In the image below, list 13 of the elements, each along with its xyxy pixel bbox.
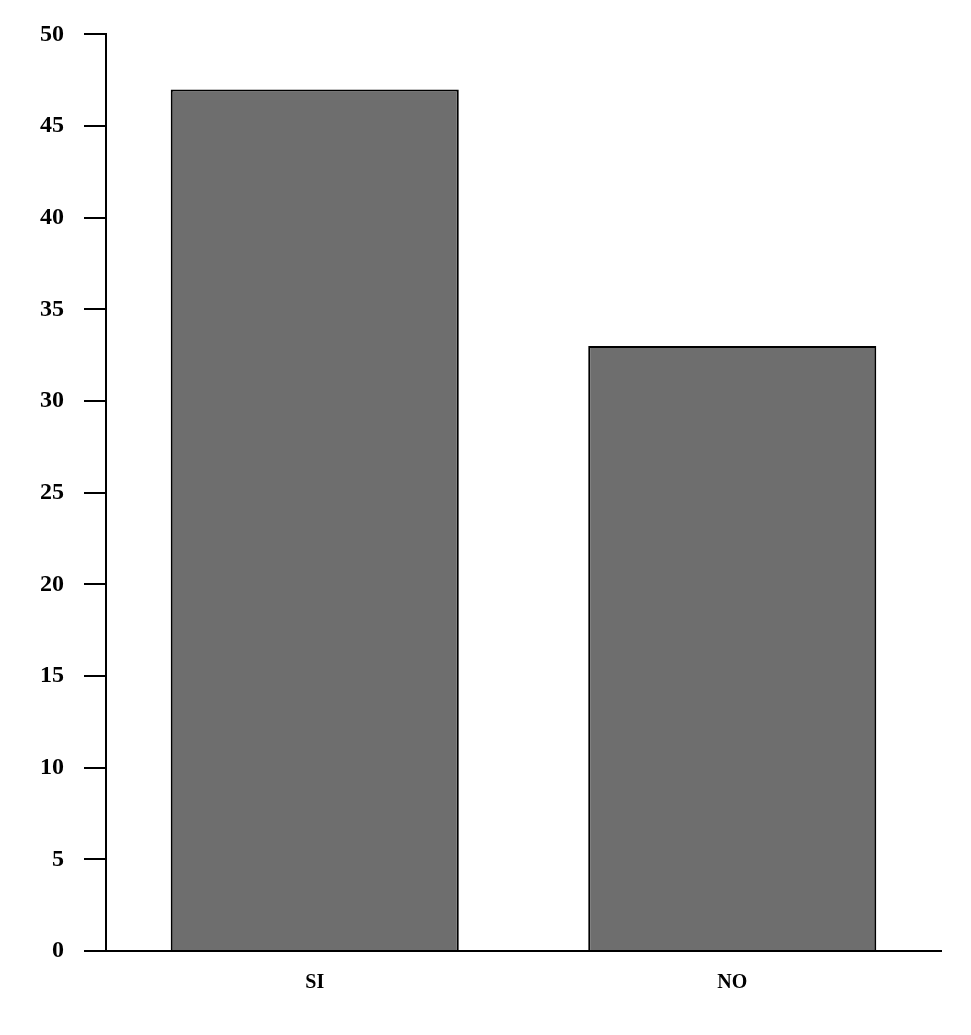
x-tick-label: NO [717, 970, 748, 993]
y-tick-label: 20 [40, 569, 64, 596]
y-tick-label: 40 [40, 202, 64, 229]
y-tick-label: 10 [40, 752, 64, 779]
y-tick-label: 30 [40, 386, 64, 413]
y-tick-label: 5 [52, 844, 64, 871]
x-tick-label: SI [305, 970, 325, 993]
y-tick-label: 35 [40, 294, 64, 321]
y-tick-label: 0 [52, 936, 64, 963]
y-tick-label: 50 [40, 19, 64, 46]
y-tick-label: 25 [40, 477, 64, 504]
y-tick-label: 15 [40, 661, 64, 688]
y-tick-label: 45 [40, 111, 64, 138]
